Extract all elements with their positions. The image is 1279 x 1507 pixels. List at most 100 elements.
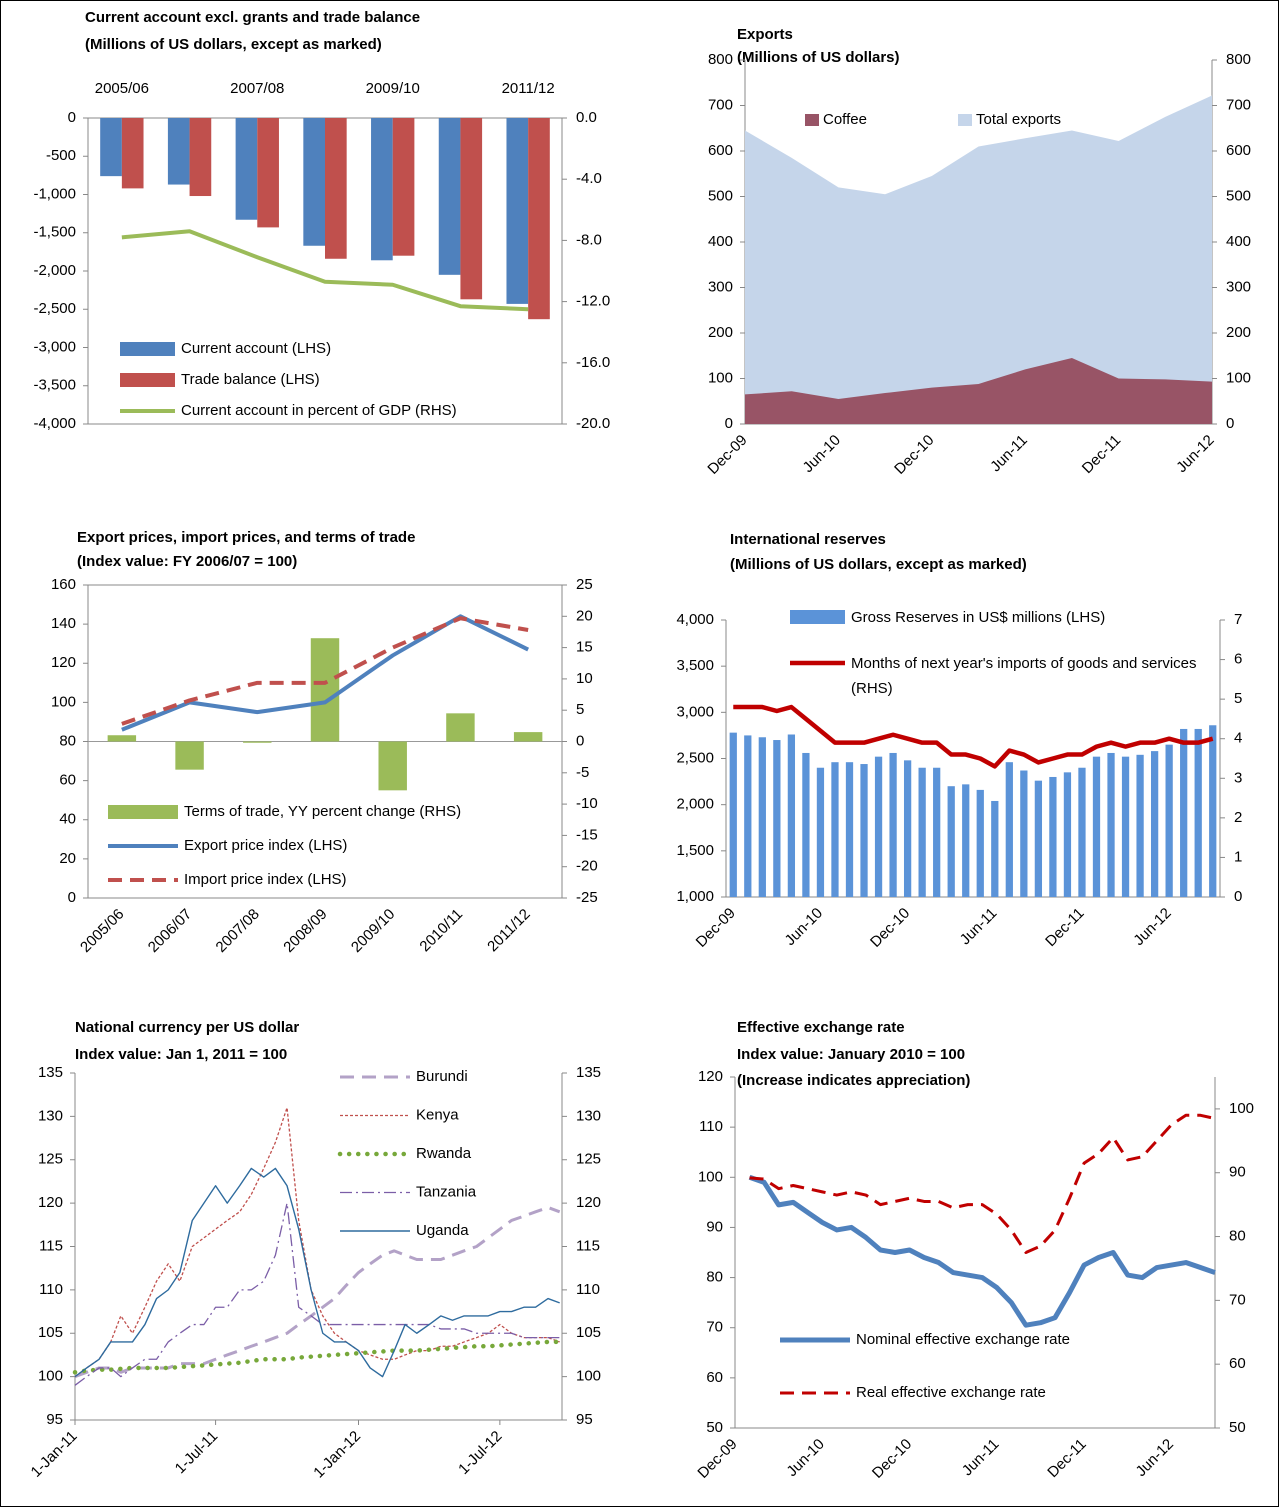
line [74,1167,560,1378]
y-tick-label: 0 [68,889,76,906]
y-tick-label: 140 [51,615,76,632]
y2-tick-label: 0 [576,732,584,749]
x-tick-label: 1-Jul-12 [455,1428,505,1478]
x-tick-label: Dec-11 [1044,1436,1089,1481]
y-tick-label: 300 [708,278,733,295]
x-tick-label: 1-Jul-11 [172,1428,222,1478]
legend-label: Burundi [416,1068,468,1085]
y2-tick-label: 115 [576,1237,600,1254]
y-tick-label: 400 [708,233,733,250]
y2-tick-label: -16.0 [576,354,610,371]
y2-tick-label: 800 [1226,51,1251,68]
bar [1034,780,1043,897]
x-tick-label: Dec-10 [869,1436,915,1482]
x-tick-label: Jun-11 [959,1436,1003,1480]
y2-tick-label: 5 [1234,690,1242,707]
y-tick-label: 80 [706,1269,723,1286]
bar [729,732,737,897]
bar [392,118,415,256]
bar [1005,762,1013,897]
y2-tick-label: 0.0 [576,109,597,126]
bar [947,786,955,897]
legend-label: Real effective exchange rate [856,1384,1046,1401]
y-tick-label: 2,000 [676,796,714,813]
chart-title: (Millions of US dollars, except as marke… [730,556,1027,573]
area [745,95,1212,425]
y2-tick-label: 130 [576,1107,601,1124]
bar [506,118,529,304]
y-tick-label: 20 [59,850,76,867]
y2-tick-label: 70 [1229,1291,1246,1308]
x-tick-label: 2009/10 [348,906,398,956]
legend-swatch [790,610,845,624]
y2-tick-label: -20.0 [576,415,610,432]
bar [918,767,926,897]
legend-swatch [120,373,175,387]
y2-tick-label: 25 [576,576,593,593]
chart-title: Index value: January 2010 = 100 [737,1046,965,1063]
bar [1078,767,1086,897]
y2-tick-label: 0 [1226,415,1234,432]
bar [1121,756,1130,897]
y-tick-label: 200 [708,324,733,341]
x-tick-label: Dec-11 [1042,905,1087,950]
legend-swatch [108,805,178,819]
chart-title: (Increase indicates appreciation) [737,1072,970,1089]
x-tick-label: 1-Jan-12 [310,1428,364,1482]
bar [962,784,970,897]
chart-title: (Millions of US dollars) [737,49,900,66]
y2-tick-label: 7 [1234,611,1242,628]
line [74,1107,560,1378]
x-tick-label: Dec-09 [693,905,739,951]
chart-title: Current account excl. grants and trade b… [85,9,420,26]
x-tick-label: Jun-10 [800,432,844,476]
bar [235,118,258,220]
y-tick-label: 120 [38,1194,63,1211]
line [121,229,529,312]
bar [175,741,204,770]
chart: Current account excl. grants and trade b… [33,9,610,432]
y2-tick-label: -12.0 [576,293,610,310]
line [121,616,529,726]
y2-tick-label: 60 [1229,1355,1246,1372]
y2-tick-label: 1 [1234,848,1242,865]
x-tick-label: Jun-12 [1133,1436,1177,1480]
y2-tick-label: 20 [576,607,593,624]
bar [744,735,752,897]
y2-tick-label: -4.0 [576,170,602,187]
y-tick-label: 105 [38,1324,63,1341]
legend-label: Gross Reserves in US$ millions (LHS) [851,608,1106,626]
legend-label: Export price index (LHS) [184,837,347,854]
bar [758,737,766,897]
y2-tick-label: -25 [576,889,598,906]
bar [100,118,122,177]
y-tick-label: 80 [59,732,76,749]
x-tick-label: 2011/12 [502,80,555,97]
bar [933,767,941,897]
bar [1150,751,1159,897]
legend-swatch [805,114,819,126]
x-tick-label: Jun-10 [782,905,826,949]
y-tick-label: 90 [706,1218,723,1235]
y-tick-label: 110 [699,1118,723,1135]
legend-label: Months of next year's imports of goods a… [851,654,1197,697]
line [748,1174,1216,1328]
y-tick-label: 110 [39,1281,63,1298]
y2-tick-label: 125 [576,1151,601,1168]
y2-tick-label: -8.0 [576,231,602,248]
y-tick-label: 115 [39,1237,63,1254]
bar [831,762,839,897]
y-tick-label: -1,500 [33,224,76,241]
x-tick-label: 2010/11 [416,906,466,956]
bar [1020,770,1028,897]
y2-tick-label: 4 [1234,730,1242,747]
legend-label-box: Gross Reserves in US$ millions (LHS) [851,608,1106,626]
y-tick-label: 800 [708,51,733,68]
bar [1180,728,1188,897]
y-tick-label: -3,000 [33,338,76,355]
y-tick-label: 0 [725,415,733,432]
y2-tick-label: 15 [576,639,593,656]
line [74,1205,561,1379]
bar [257,118,279,228]
y2-tick-label: 5 [576,701,584,718]
